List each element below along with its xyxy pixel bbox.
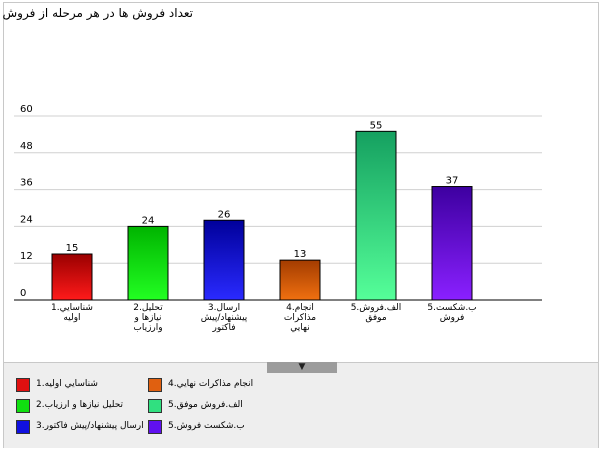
bar-value-label: 24 [142,215,155,226]
bar-value-label: 13 [294,249,307,260]
chart-title: تعداد فروش ها در هر مرحله از فروش [2,6,193,20]
legend-swatch [148,399,162,413]
y-tick-label: 12 [20,251,33,262]
y-tick-label: 0 [20,288,26,299]
y-tick-label: 60 [20,104,33,115]
bar[interactable] [127,225,169,301]
legend-collapse-toggle[interactable]: ▼ [267,362,337,373]
bar[interactable] [203,219,245,301]
bar-value-label: 26 [218,209,231,220]
y-tick-label: 36 [20,178,33,189]
legend-label: الف.فروش موفق.5 [168,400,243,410]
x-tick-label: ب.شكست.5 فروش [427,303,476,323]
bar[interactable] [279,259,321,301]
chevron-down-icon: ▼ [298,362,306,372]
x-tick-label: شناسايي.1 اوليه [51,303,93,323]
x-tick-label: ارسال.3 پيشنهاد/پيش فاكتور [201,303,248,333]
bar-chart: 0 12 24 36 48 60 15 شناسايي.1 اوليه 24 تحليل.2 نياز… [14,104,542,333]
legend-swatch [148,420,162,434]
legend-label: شناسايي اوليه.1 [36,379,98,389]
bar[interactable] [51,253,93,301]
x-tick-label: الف.فروش.5 موفق [351,303,402,323]
bar-value-label: 15 [66,243,79,254]
legend-swatch [16,420,30,434]
x-tick-label: انجام.4 مذاكرات نهايي [284,303,316,333]
legend-label: ب.شكست فروش.5 [168,421,245,431]
bar-value-label: 37 [446,176,459,187]
bar[interactable] [355,130,397,301]
legend-panel: شناسايي اوليه.1 انجام مذاكرات نهايي.4 تحلي… [4,362,598,448]
legend-label: ارسال پيشنهاد/پيش فاكتور.3 [36,421,144,431]
bar-value-label: 55 [370,120,383,131]
bar[interactable] [431,186,473,301]
y-tick-label: 24 [20,214,33,225]
legend-label: انجام مذاكرات نهايي.4 [168,379,254,389]
x-tick-label: تحليل.2 نيازها و وارزياب [133,303,163,333]
legend-swatch [148,378,162,392]
legend-swatch [16,399,30,413]
legend-label: تحليل نيازها و ارزياب.2 [36,400,124,410]
y-tick-label: 48 [20,141,33,152]
legend-swatch [16,378,30,392]
